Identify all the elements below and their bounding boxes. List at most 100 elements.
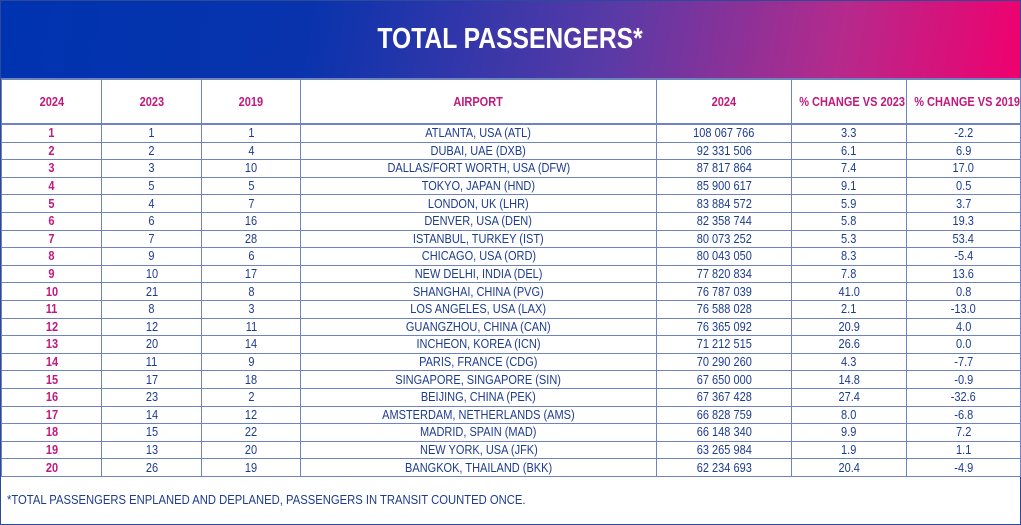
cell-text: 6 (148, 214, 155, 229)
cell-text: 12 (45, 319, 58, 334)
cell-change-vs-2019: 4.0 (906, 317, 1021, 337)
cell-rank-2019: 6 (201, 247, 301, 266)
cell-rank-2019: 19 (201, 458, 301, 477)
cell-airport: ISTANBUL, TURKEY (IST) (300, 229, 657, 249)
cell-text: BEIJING, CHINA (PEK) (421, 390, 536, 405)
column-header-rank-2024: 2024 (1, 78, 102, 125)
cell-change-vs-2019: -2.2 (906, 123, 1021, 143)
cell-text: 92 331 506 (696, 143, 752, 158)
cell-text: 10 (45, 284, 58, 299)
cell-text: 19 (244, 460, 258, 475)
cell-rank-2024: 10 (1, 282, 102, 301)
table-row: 5 4 7 LONDON, UK (LHR) 83 884 572 5.9 3.7 (1, 194, 1021, 213)
cell-passengers-2024: 62 234 693 (656, 458, 792, 477)
cell-text: 4.0 (955, 319, 972, 334)
cell-text: 1 (247, 126, 255, 141)
table-header-row: 2024 2023 2019 AIRPORT 2024 % CHANGE VS … (1, 78, 1021, 125)
cell-text: 23 (145, 390, 158, 405)
cell-rank-2019: 18 (201, 370, 301, 389)
cell-passengers-2024: 108 067 766 (656, 123, 792, 143)
cell-text: -5.4 (954, 249, 973, 264)
cell-passengers-2024: 76 588 028 (656, 299, 792, 319)
cell-text: 6.1 (841, 143, 857, 158)
column-header-rank-2023: 2023 (101, 78, 202, 125)
ranking-table: 2024 2023 2019 AIRPORT 2024 % CHANGE VS … (1, 78, 1021, 477)
cell-text: 108 067 766 (693, 126, 755, 141)
cell-text: 66 148 340 (696, 425, 752, 440)
cell-text: 83 884 572 (696, 196, 752, 211)
cell-text: 6.9 (955, 143, 972, 158)
cell-change-vs-2023: 9.1 (791, 176, 907, 196)
column-header-change-vs-2019: % CHANGE VS 2019 (906, 78, 1021, 125)
cell-text: 53.4 (952, 231, 975, 246)
cell-rank-2024: 6 (1, 211, 102, 231)
table-row: 14 11 9 PARIS, FRANCE (CDG) 70 290 260 4.3 -7.… (1, 352, 1021, 372)
cell-text: MADRID, SPAIN (MAD) (420, 425, 537, 440)
cell-text: 4 (247, 143, 255, 158)
cell-rank-2023: 1 (101, 123, 202, 143)
table-row: 17 14 12 AMSTERDAM, NETHERLANDS (AMS) 66 828… (1, 405, 1021, 425)
cell-rank-2019: 1 (201, 123, 301, 143)
cell-text: 13.6 (952, 267, 975, 282)
cell-airport: ATLANTA, USA (ATL) (300, 123, 657, 143)
cell-change-vs-2019: 13.6 (906, 264, 1021, 284)
cell-airport: DALLAS/FORT WORTH, USA (DFW) (300, 159, 657, 178)
cell-text: 3 (148, 161, 155, 176)
cell-text: 2 (148, 143, 155, 158)
cell-rank-2024: 8 (1, 247, 102, 266)
cell-text: 7 (48, 231, 55, 246)
cell-text: 12 (244, 407, 258, 422)
table-row: 10 21 8 SHANGHAI, CHINA (PVG) 76 787 039 41.0… (1, 282, 1021, 301)
cell-text: LONDON, UK (LHR) (428, 196, 529, 211)
cell-rank-2024: 19 (1, 440, 102, 460)
cell-text: ATLANTA, USA (ATL) (425, 126, 532, 141)
cell-change-vs-2019: -6.8 (906, 405, 1021, 425)
table-row: 16 23 2 BEIJING, CHINA (PEK) 67 367 428 27.4 -… (1, 387, 1021, 407)
cell-text: 5 (148, 179, 155, 194)
cell-passengers-2024: 77 820 834 (656, 264, 792, 284)
cell-passengers-2024: 87 817 864 (656, 159, 792, 178)
cell-rank-2023: 14 (101, 405, 202, 425)
cell-text: 3 (247, 302, 255, 317)
cell-airport: INCHEON, KOREA (ICN) (300, 335, 657, 354)
cell-change-vs-2023: 7.4 (791, 159, 907, 178)
cell-text: 6 (247, 249, 255, 264)
table-row: 13 20 14 INCHEON, KOREA (ICN) 71 212 515 26.6… (1, 335, 1021, 354)
cell-text: 15 (45, 372, 58, 387)
cell-change-vs-2023: 2.1 (791, 299, 907, 319)
cell-change-vs-2023: 27.4 (791, 387, 907, 407)
cell-text: 9 (247, 355, 255, 370)
cell-text: 14 (45, 355, 58, 370)
cell-passengers-2024: 71 212 515 (656, 335, 792, 354)
cell-text: CHICAGO, USA (ORD) (421, 249, 536, 264)
table-row: 8 9 6 CHICAGO, USA (ORD) 80 043 050 8.3 -5.4 (1, 247, 1021, 266)
cell-rank-2024: 1 (1, 123, 102, 143)
cell-text: 21 (145, 284, 158, 299)
cell-text: 0.8 (955, 284, 972, 299)
header-label: 2024 (39, 94, 64, 109)
cell-change-vs-2019: 7.2 (906, 423, 1021, 442)
table-row: 19 13 20 NEW YORK, USA (JFK) 63 265 984 1.9 1.… (1, 440, 1021, 460)
cell-change-vs-2019: 19.3 (906, 211, 1021, 231)
table-row: 7 7 28 ISTANBUL, TURKEY (IST) 80 073 252 5.3 5… (1, 229, 1021, 249)
cell-rank-2024: 20 (1, 458, 102, 477)
cell-airport: SHANGHAI, CHINA (PVG) (300, 282, 657, 301)
cell-rank-2024: 5 (1, 194, 102, 213)
cell-rank-2019: 14 (201, 335, 301, 354)
cell-text: 7.4 (841, 161, 857, 176)
cell-text: 80 073 252 (696, 231, 752, 246)
cell-text: 26 (145, 460, 158, 475)
title-banner: TOTAL PASSENGERS* (1, 1, 1020, 78)
cell-rank-2023: 15 (101, 423, 202, 442)
cell-change-vs-2023: 7.8 (791, 264, 907, 284)
column-header-passengers-2024: 2024 (656, 78, 792, 125)
cell-airport: NEW YORK, USA (JFK) (300, 440, 657, 460)
cell-text: 63 265 984 (696, 442, 752, 457)
cell-rank-2023: 6 (101, 211, 202, 231)
cell-text: 62 234 693 (696, 460, 752, 475)
table-row: 6 6 16 DENVER, USA (DEN) 82 358 744 5.8 19.3 (1, 211, 1021, 231)
cell-text: DALLAS/FORT WORTH, USA (DFW) (387, 161, 570, 176)
cell-text: 5.9 (841, 196, 857, 211)
cell-passengers-2024: 66 828 759 (656, 405, 792, 425)
